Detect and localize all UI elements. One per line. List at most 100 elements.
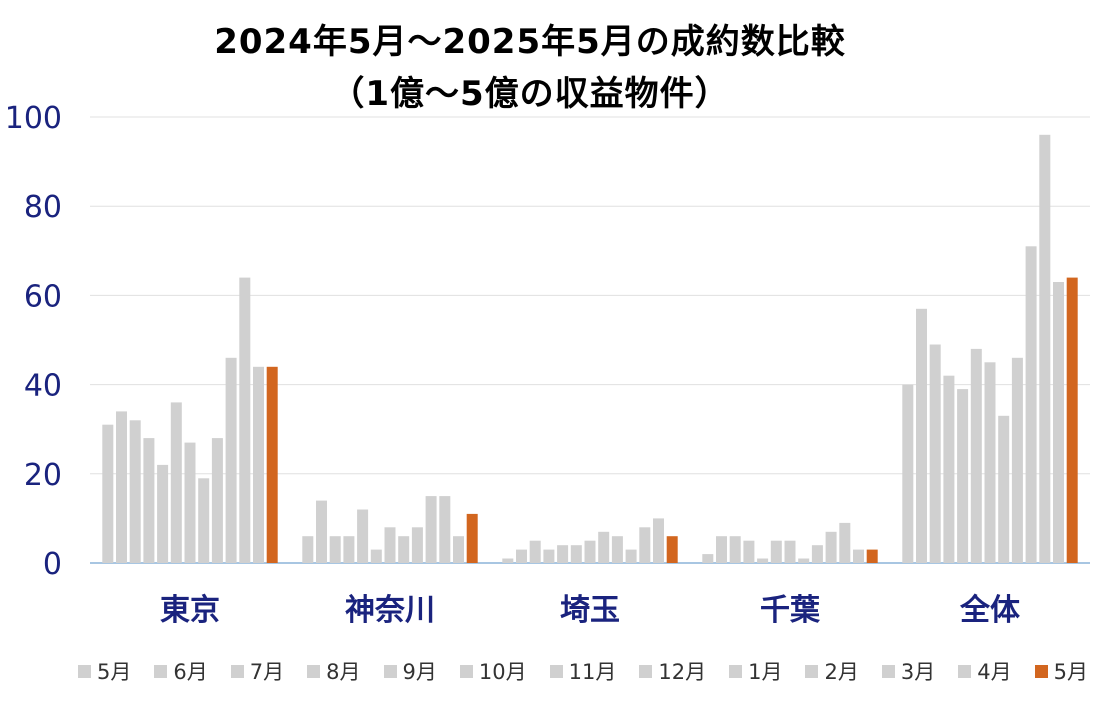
category-label: 全体 [959,593,1021,628]
bar [1025,246,1037,564]
bar [653,518,664,563]
bar [584,540,596,563]
y-tick-label: 100 [5,101,62,136]
category-label: 神奈川 [345,593,435,628]
legend-label: 8月 [326,660,361,684]
bar [239,277,251,563]
y-tick-label: 60 [24,279,62,314]
bar [757,558,769,563]
bar [1066,277,1078,563]
bar [466,513,478,563]
legend-item: 5月 [1034,656,1088,686]
legend-label: 3月 [900,660,936,684]
bar [453,536,464,563]
legend-swatch [549,664,563,678]
bar [357,509,369,563]
bar-chart: 0 20 40 60 80 100 東京 神奈川 埼玉 千葉 全体 [5,101,1090,628]
bar [129,420,141,563]
bar [253,366,264,563]
x-axis-categories: 東京 神奈川 埼玉 千葉 全体 [160,593,1021,628]
category-label: 埼玉 [560,593,620,628]
legend-swatch [639,664,653,678]
bar [811,545,823,563]
legend-item: 6月 [154,656,208,686]
legend-swatch [78,664,91,678]
category-label: 千葉 [760,593,821,628]
bar [943,375,955,563]
bar [957,389,969,563]
bar [729,536,741,563]
bar [557,545,569,563]
bar [998,415,1010,563]
legend-swatch [307,664,321,678]
legend-label: 1月 [748,660,783,684]
legend-swatch [383,664,397,678]
legend-label: 12月 [658,660,707,684]
legend-label: 11月 [568,660,617,684]
legend-label: 10月 [478,660,527,684]
bar [853,549,864,563]
bar [343,536,355,563]
bar [743,540,755,563]
bar [529,540,541,563]
bar [716,536,727,563]
bar [970,348,982,563]
bars [102,134,1078,564]
bar [639,527,651,563]
bar [825,531,837,563]
bar [611,536,623,563]
bar [143,438,155,563]
bar [502,558,514,563]
bar [102,424,114,563]
legend-swatch [154,664,168,678]
legend-item: 3月 [881,656,936,686]
bar [666,536,678,563]
legend-label: 4月 [977,660,1012,684]
bar [329,536,341,563]
category-label: 東京 [160,593,220,628]
chart-subtitle: （1億～5億の収益物件） [330,74,730,114]
chart-title: 2024年5月～2025年5月の成約数比較 [214,22,846,62]
legend-swatch [729,664,743,678]
bar [625,549,637,563]
y-tick-label: 40 [24,369,62,404]
legend-item: 11月 [549,656,617,686]
legend-swatch [805,664,819,678]
legend-item: 2月 [805,656,859,686]
bar [370,549,382,563]
bar [916,308,927,563]
bar [702,554,714,563]
y-tick-label: 20 [24,458,62,493]
bar [439,496,451,563]
bar [902,384,914,563]
bar [116,411,127,563]
legend-label: 5月 [1053,660,1088,684]
bar [302,536,314,563]
y-tick-label: 0 [43,547,62,582]
legend: 5月 6月 7月 8月 9月 10月 11月 12月 1月 2月 3月 4月 5月 [78,656,1088,686]
bar [198,478,210,563]
bar [839,522,851,563]
bar [543,549,555,563]
bar [398,536,410,563]
bar [425,496,437,563]
bar [1053,282,1064,563]
bar [798,558,810,563]
bar [598,531,610,563]
bar [929,344,941,563]
legend-label: 5月 [97,660,132,684]
bar [770,540,782,563]
y-tick-label: 80 [24,190,62,225]
legend-label: 6月 [173,660,208,684]
legend-label: 9月 [402,660,437,684]
legend-swatch [881,664,895,678]
bar [570,545,582,563]
bar [784,540,796,563]
legend-item: 12月 [639,656,706,686]
legend-swatch [230,664,244,678]
legend-swatch [958,664,972,678]
bar [1039,134,1051,564]
bar [316,500,327,563]
bar [157,464,169,563]
bar [184,442,196,563]
